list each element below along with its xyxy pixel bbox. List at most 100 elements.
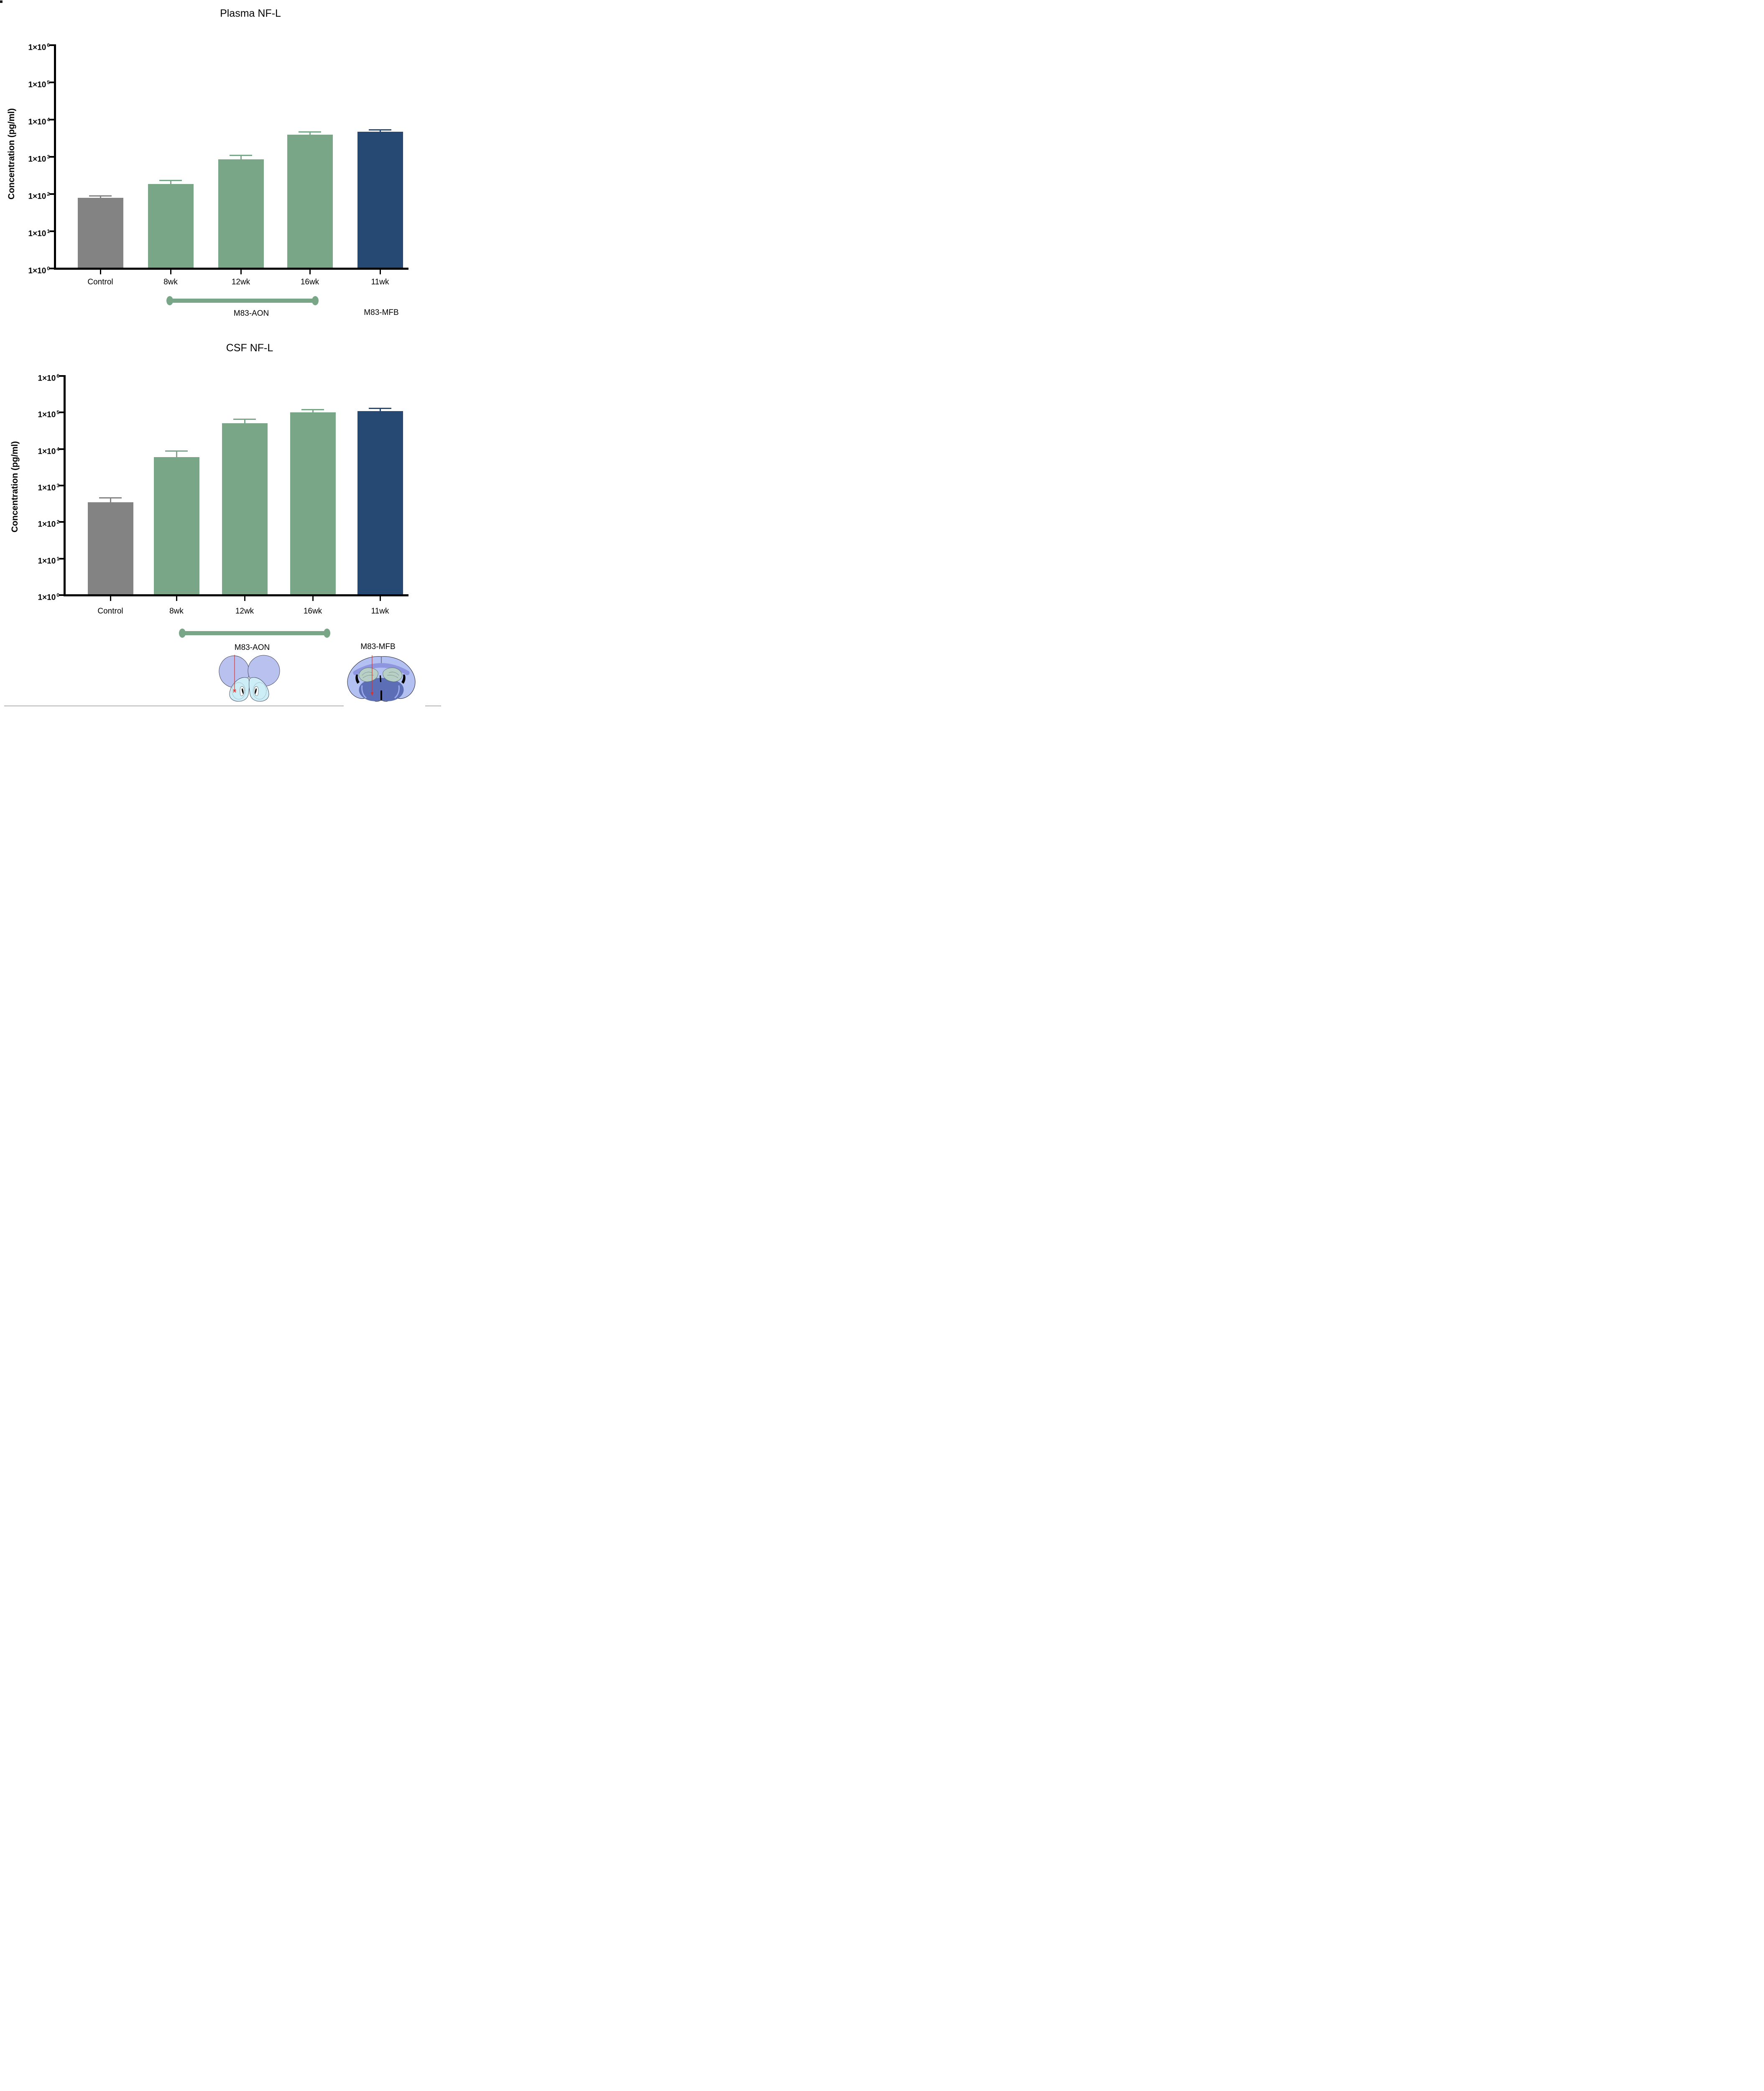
error-bar-cap	[301, 409, 324, 410]
aon-dashed-contour-left	[232, 682, 246, 700]
group-span-endpoint-right	[312, 296, 319, 305]
y-tick-label: 1×10 3	[9, 480, 59, 493]
bar-11wk	[357, 132, 403, 268]
group-span-endpoint-left	[166, 296, 173, 305]
csf-chart-title: CSF NF-L	[226, 342, 273, 354]
y-tick-exponent: 5	[56, 409, 59, 416]
mfb-fiber-streak-left	[361, 685, 367, 699]
bar-control	[87, 502, 133, 595]
y-tick-label: 1×10 0	[0, 263, 50, 276]
x-tick-mark	[244, 596, 245, 601]
figure-nfl-concentration: Plasma NF-L Concentration (pg/ml) CSF NF…	[0, 0, 441, 707]
y-tick-exponent: 4	[56, 446, 59, 452]
error-bar-cap	[369, 129, 391, 131]
y-tick-label: 1×10 0	[9, 590, 59, 603]
y-tick-mark	[49, 268, 55, 269]
y-tick-label: 1×10 2	[0, 189, 50, 202]
side-group-label-m83-mfb: M83-MFB	[364, 308, 399, 317]
y-tick-exponent: 3	[47, 154, 50, 160]
y-tick-exponent: 1	[56, 555, 59, 562]
x-axis-category-label: 11wk	[371, 607, 389, 616]
group-span-line	[182, 631, 327, 635]
mouse-brain-coronal-mfb-injection-icon	[347, 655, 416, 702]
y-tick-label: 1×10 2	[9, 516, 59, 530]
mfb-central-ventricle	[380, 675, 381, 682]
y-tick-mantissa: 1×10	[28, 229, 46, 238]
y-tick-exponent: 1	[47, 228, 50, 234]
error-bar-cap	[89, 195, 112, 197]
y-tick-label: 1×10 5	[9, 407, 59, 420]
x-tick-mark	[170, 269, 171, 274]
error-bar-cap	[159, 180, 182, 181]
error-bar-stem	[176, 451, 177, 458]
x-axis-category-label: 11wk	[371, 278, 389, 286]
x-tick-mark	[110, 596, 111, 601]
y-tick-label: 1×10 3	[0, 151, 50, 165]
y-tick-label: 1×10 5	[0, 77, 50, 90]
y-tick-mantissa: 1×10	[38, 556, 56, 565]
error-bar-cap	[230, 154, 252, 156]
aon-dashed-contour-right	[253, 682, 267, 700]
top-left-edge-artifact	[0, 0, 3, 3]
y-tick-mark	[49, 82, 55, 83]
x-axis-category-label: 16wk	[300, 278, 319, 286]
x-axis-category-label: Control	[87, 278, 113, 286]
y-tick-mantissa: 1×10	[28, 118, 46, 127]
bar-control	[77, 197, 123, 268]
error-bar-cap	[233, 418, 256, 420]
x-tick-mark	[240, 269, 242, 274]
mfb-injection-arrowhead	[370, 692, 374, 696]
y-tick-mark	[49, 119, 55, 120]
y-axis-line	[63, 375, 66, 596]
mfb-third-ventricle-slit	[380, 690, 382, 700]
bar-12wk	[218, 159, 264, 268]
mfb-hippocampus-left	[358, 667, 378, 682]
y-tick-mantissa: 1×10	[38, 520, 56, 529]
x-axis-category-label: 8wk	[169, 607, 184, 616]
error-bar-stem	[240, 155, 242, 159]
x-axis-category-label: 16wk	[303, 607, 322, 616]
error-bar-stem	[110, 498, 111, 502]
bar-8wk	[153, 457, 199, 595]
group-span-endpoint-left	[179, 629, 186, 638]
y-axis-line	[54, 44, 56, 270]
bar-16wk	[290, 412, 336, 595]
x-tick-mark	[176, 596, 177, 601]
y-tick-label: 1×10 6	[9, 371, 59, 384]
error-bar-cap	[369, 407, 391, 409]
y-tick-exponent: 3	[56, 483, 59, 488]
mfb-hippocampus-right-folds	[387, 672, 399, 678]
y-tick-label: 1×10 1	[9, 553, 59, 567]
y-tick-mark	[49, 193, 55, 195]
y-tick-exponent: 2	[56, 519, 59, 525]
y-tick-mantissa: 1×10	[28, 266, 46, 276]
error-bar-stem	[309, 132, 311, 135]
error-bar-stem	[170, 180, 171, 184]
group-span-label-m83-aon: M83-AON	[233, 309, 269, 318]
plasma-chart-title: Plasma NF-L	[220, 8, 281, 19]
y-tick-mantissa: 1×10	[38, 483, 56, 493]
y-tick-exponent: 0	[47, 266, 50, 271]
error-bar-cap	[99, 497, 122, 498]
mfb-corpus-callosum-band	[353, 663, 410, 675]
mfb-lateral-ventricle-left	[355, 675, 360, 684]
x-tick-mark	[309, 269, 311, 274]
y-tick-mark	[59, 594, 64, 596]
y-tick-exponent: 6	[47, 42, 50, 48]
bar-11wk	[357, 411, 403, 595]
mfb-fiber-streak-right	[394, 685, 400, 699]
group-span-line	[170, 299, 315, 303]
aon-ventricle-slit-left	[242, 688, 244, 694]
bar-8wk	[148, 184, 194, 268]
x-tick-mark	[379, 269, 381, 274]
mfb-thalamic-mass	[359, 678, 404, 701]
y-tick-mantissa: 1×10	[28, 192, 46, 201]
x-tick-mark	[100, 269, 101, 274]
y-tick-mark	[59, 448, 64, 450]
y-tick-mantissa: 1×10	[28, 155, 46, 164]
bar-16wk	[287, 135, 333, 268]
y-tick-mantissa: 1×10	[38, 593, 56, 602]
y-tick-mantissa: 1×10	[38, 447, 56, 456]
group-span-endpoint-right	[324, 629, 330, 638]
y-tick-mark	[49, 156, 55, 158]
